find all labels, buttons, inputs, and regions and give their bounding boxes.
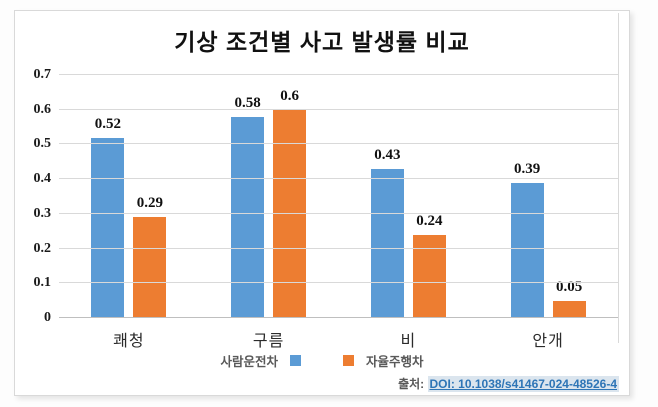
x-category-label: 쾌청 (113, 333, 145, 350)
bar-value-label: 0.52 (94, 115, 121, 132)
bar-wrapper: 0.43 (370, 75, 404, 318)
legend-label-human-driven: 사람운전차 (220, 355, 278, 369)
bars: 0.52 0.29 (59, 75, 199, 318)
bar-wrapper: 0.58 (231, 75, 265, 318)
gridline (59, 74, 618, 75)
gridline (59, 143, 618, 145)
source-prefix: 출처: (398, 377, 425, 391)
y-tick-label: 0.7 (33, 67, 52, 82)
bar-human-driven (510, 182, 544, 318)
bar-group: 0.39 0.05 안개 (478, 75, 618, 350)
legend-swatch-orange (343, 355, 354, 366)
gridline (59, 247, 618, 249)
bar-value-label: 0.39 (514, 160, 541, 177)
bar-value-label: 0.6 (280, 87, 299, 104)
bar-wrapper: 0.39 (510, 75, 544, 318)
bar-wrapper: 0.52 (91, 75, 125, 318)
bar-autonomous (273, 109, 307, 318)
gridline (59, 108, 618, 110)
bar-group: 0.52 0.29 쾌청 (59, 75, 199, 350)
bar-human-driven (91, 137, 125, 318)
y-tick-label: 0.4 (33, 171, 52, 187)
bar-wrapper: 0.29 (133, 75, 167, 318)
bar-autonomous (133, 217, 167, 318)
bars: 0.39 0.05 (478, 75, 618, 318)
y-tick-label: 0 (44, 310, 51, 325)
bar-value-label: 0.43 (374, 146, 401, 163)
source-doi-link[interactable]: DOI: 10.1038/s41467-024-48526-4 (427, 376, 619, 392)
gridline (59, 212, 618, 214)
y-tick-label: 0.6 (33, 101, 52, 117)
bar-value-label: 0.24 (416, 212, 443, 229)
y-tick-label: 0.3 (33, 205, 52, 221)
bar-value-label: 0.29 (136, 195, 163, 212)
bar-human-driven (370, 168, 404, 318)
legend-label-autonomous: 자율주행차 (366, 355, 424, 369)
bar-autonomous (552, 300, 586, 318)
x-category-label: 비 (400, 333, 417, 350)
y-tick-label: 0.5 (33, 136, 52, 152)
source-note: 출처: DOI: 10.1038/s41467-024-48526-4 (398, 375, 619, 392)
gridline (59, 282, 618, 284)
legend: 사람운전차 자율주행차 (15, 351, 629, 370)
bar-value-label: 0.05 (556, 278, 583, 295)
plot-area: 0.52 0.29 쾌청 0.58 0.6 구름 0.43 0.24 비 0.39 0.05 안개 0… (34, 67, 618, 350)
y-tick-label: 0.2 (33, 240, 52, 256)
y-tick-label: 0.1 (33, 275, 52, 291)
bar-value-label: 0.58 (234, 94, 261, 111)
legend-swatch-blue (290, 355, 301, 366)
bar-human-driven (231, 116, 265, 318)
chart-title: 기상 조건별 사고 발생률 비교 (174, 29, 470, 55)
plot-right-border (618, 13, 619, 343)
x-category-label: 구름 (252, 333, 285, 350)
x-axis-line (59, 317, 618, 318)
chart-container: 기상 조건별 사고 발생률 비교 0.52 0.29 쾌청 0.58 0.6 구름 0.43… (14, 10, 630, 396)
x-category-label: 안개 (532, 333, 564, 350)
gridline (59, 178, 618, 180)
